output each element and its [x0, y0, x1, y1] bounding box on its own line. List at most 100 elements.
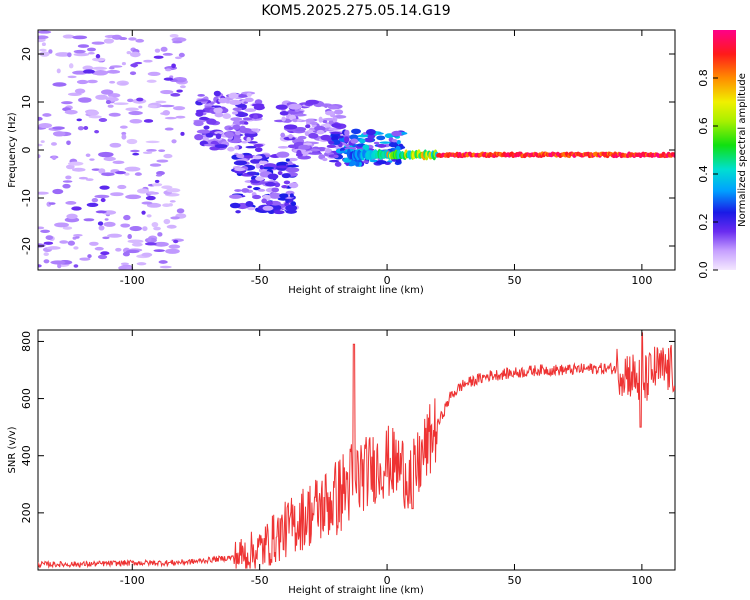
spectrogram-cell: [253, 104, 265, 111]
spectrogram-cell: [71, 167, 86, 172]
spectrogram-cell: [123, 214, 131, 221]
spectrogram-cell: [76, 79, 89, 85]
spectrogram-cell: [373, 141, 380, 145]
x-tick-label: -100: [120, 574, 145, 587]
spectrogram-cell: [239, 160, 247, 165]
spectrogram-cell: [243, 121, 249, 125]
spectrogram-cell: [56, 68, 61, 74]
y-tick-label: 200: [20, 502, 33, 523]
spectrogram-cell: [118, 37, 128, 41]
spectrogram-cell: [229, 194, 242, 199]
spectrogram-cell: [153, 226, 161, 231]
spectrogram-cell: [38, 30, 52, 34]
spectrogram-cell: [359, 138, 366, 144]
spectrogram-cell: [41, 42, 46, 47]
spectrogram-cell: [165, 248, 180, 254]
spectrogram-cell: [147, 104, 158, 108]
spectrogram-cell: [92, 57, 106, 62]
spectrogram-cell: [253, 143, 264, 148]
spectrogram-cell: [253, 114, 259, 120]
spectrogram-cell: [142, 226, 148, 232]
spectrogram-cell: [101, 172, 115, 177]
spectrogram-cell: [153, 55, 164, 59]
spectrogram-cell: [79, 257, 91, 261]
spectrogram-cell: [169, 200, 176, 203]
spectrogram-cell: [151, 221, 159, 228]
spectrogram-cell: [61, 101, 73, 105]
spectrogram-cell: [100, 89, 114, 95]
spectrogram-cell: [153, 249, 166, 253]
spectrogram-cell: [267, 173, 279, 180]
spectrogram-cell: [283, 180, 291, 185]
colorbar: 0.0 0.2 0.4 0.6 0.8 Normalized spectral ampl…: [697, 30, 748, 279]
spectrogram-cell: [38, 191, 49, 195]
spectrogram-cell: [119, 125, 128, 129]
spectrogram-cell: [64, 217, 80, 223]
spectrogram-cell: [45, 235, 54, 240]
spectrogram-y-ticks: -20 -10 0 10 20: [20, 47, 675, 255]
spectrogram-x-ticks: -100 -50 0 50 100: [120, 30, 652, 287]
spectrogram-cell: [162, 110, 171, 116]
spectrogram-cell: [107, 104, 114, 108]
spectrogram-cell: [55, 52, 71, 57]
spectrogram-cell: [129, 71, 137, 76]
spectrogram-cell: [328, 140, 335, 145]
spectrogram-cell: [59, 240, 69, 244]
spectrogram-cell: [106, 69, 121, 74]
spectrogram-cell: [252, 194, 262, 200]
spectrogram-cell: [54, 222, 69, 228]
x-tick-label: -50: [251, 574, 269, 587]
spectrogram-cell: [166, 224, 177, 229]
spectrogram-cell: [314, 125, 326, 132]
spectrogram-cell: [112, 160, 125, 164]
spectrogram-cell: [86, 79, 98, 84]
spectrogram-cell: [95, 94, 108, 100]
spectrogram-cell: [235, 210, 241, 214]
x-tick-label: 0: [384, 574, 391, 587]
spectrogram-cell: [246, 92, 252, 97]
spectrogram-cell: [322, 157, 328, 162]
spectrogram-cell: [288, 103, 303, 110]
spectrogram-cell: [255, 176, 265, 181]
spectrogram-cell: [277, 146, 289, 149]
y-tick-label: 0: [20, 147, 33, 154]
spectrogram-cell: [168, 203, 173, 207]
spectrogram-cell: [48, 202, 56, 205]
spectrogram-cell: [391, 139, 398, 143]
spectrogram-cell: [211, 105, 222, 108]
spectrogram-cell: [281, 116, 286, 122]
spectrogram-cell: [271, 187, 280, 193]
spectrogram-cell: [128, 111, 143, 116]
spectrogram-cell: [38, 122, 53, 129]
spectrogram-cell: [38, 243, 46, 248]
spectrogram-heatmap: [38, 30, 675, 270]
spectrogram-cell: [102, 236, 110, 240]
spectrogram-cell: [163, 153, 173, 159]
spectrogram-cell: [136, 188, 150, 194]
spectrogram-cell: [239, 125, 246, 131]
spectrogram-cell: [168, 244, 181, 249]
spectrogram-cell: [65, 175, 72, 180]
spectrogram-cell: [155, 174, 163, 177]
spectrogram-cell: [39, 48, 47, 52]
spectrogram-cell: [85, 178, 94, 182]
y-tick-label: -10: [20, 189, 33, 207]
spectrogram-cell: [195, 111, 204, 117]
spectrogram-cell: [108, 66, 115, 70]
colorbar-label: Normalized spectral amplitude: [737, 73, 748, 227]
spectrogram-cell: [344, 143, 350, 148]
y-tick-label: 600: [20, 388, 33, 409]
spectrogram-cell: [285, 204, 298, 212]
spectrogram-cell: [105, 100, 111, 105]
spectrogram-cell: [75, 235, 80, 239]
spectrogram-cell: [76, 118, 82, 122]
spectrogram-cell: [97, 221, 104, 226]
y-tick-label: -20: [20, 237, 33, 255]
spectrogram-cell: [244, 97, 254, 103]
spectrogram-cell: [157, 232, 163, 237]
spectrogram-cell: [396, 140, 401, 145]
spectrogram-cell: [170, 93, 181, 97]
spectrogram-cell: [247, 141, 258, 144]
spectrogram-cell: [85, 153, 91, 157]
spectrogram-cell: [125, 107, 139, 112]
